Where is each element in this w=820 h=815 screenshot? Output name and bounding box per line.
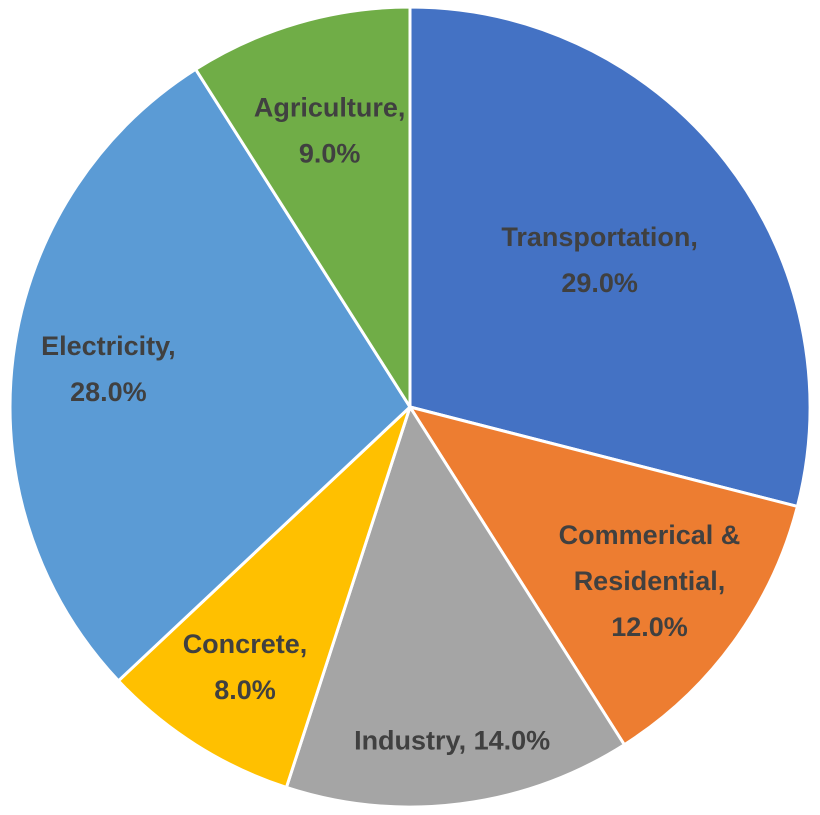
slice-electricity — [8, 67, 412, 683]
label-concrete: Concrete, 8.0% — [183, 629, 308, 705]
label-electricity: Electricity, 28.0% — [41, 331, 176, 407]
pie-slices — [8, 5, 812, 809]
slice-commerical-residential — [406, 404, 800, 747]
slice-agriculture — [193, 5, 412, 413]
slice-concrete — [116, 405, 412, 790]
label-commerical-residential: Commerical & Residential, 12.0% — [559, 520, 741, 642]
label-agriculture: Agriculture, 9.0% — [254, 92, 406, 168]
label-industry: Industry, 14.0% — [354, 725, 550, 755]
label-transportation: Transportation, 29.0% — [501, 222, 698, 298]
pie-labels: Transportation, 29.0% Commerical & Resident… — [41, 92, 740, 755]
slice-transportation — [408, 5, 812, 509]
slice-industry — [284, 403, 627, 809]
